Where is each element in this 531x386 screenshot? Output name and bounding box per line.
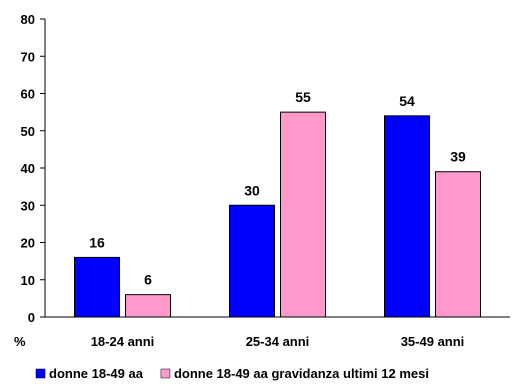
y-tick-label: 60 [21, 87, 35, 102]
data-label: 54 [399, 93, 415, 109]
bar [280, 111, 326, 318]
y-tick-label: 50 [21, 124, 35, 139]
data-label: 6 [144, 272, 152, 288]
y-tick-label: 20 [21, 236, 35, 251]
legend-swatch [35, 368, 46, 379]
legend-label: donne 18-49 aa [49, 366, 144, 381]
y-tick-label: 10 [21, 273, 35, 288]
y-axis-label: % [14, 334, 26, 349]
data-label: 16 [89, 234, 105, 250]
y-tick-label: 0 [28, 310, 35, 325]
x-tick-label: 35-49 anni [401, 334, 465, 349]
legend-label: donne 18-49 aa gravidanza ultimi 12 mesi [174, 366, 429, 381]
x-axis: 18-24 anni 25-34 anni 35-49 anni [45, 316, 510, 349]
y-axis: 0 10 20 30 40 50 60 70 80 [21, 12, 46, 325]
bars: 16 6 30 55 54 39 [74, 89, 481, 318]
bar [125, 294, 171, 318]
data-label: 39 [450, 149, 466, 165]
y-tick-label: 70 [21, 49, 35, 64]
bar [229, 204, 275, 318]
bar [435, 171, 481, 318]
y-tick-label: 30 [21, 198, 35, 213]
bar [74, 256, 120, 318]
legend: donne 18-49 aa donne 18-49 aa gravidanza … [35, 366, 429, 381]
y-tick-label: 40 [21, 161, 35, 176]
x-tick-label: 18-24 anni [91, 334, 155, 349]
data-label: 30 [244, 182, 260, 198]
legend-swatch [160, 368, 171, 379]
bar [384, 115, 430, 318]
x-tick-label: 25-34 anni [246, 334, 310, 349]
y-tick-label: 80 [21, 12, 35, 27]
data-label: 55 [295, 89, 311, 105]
